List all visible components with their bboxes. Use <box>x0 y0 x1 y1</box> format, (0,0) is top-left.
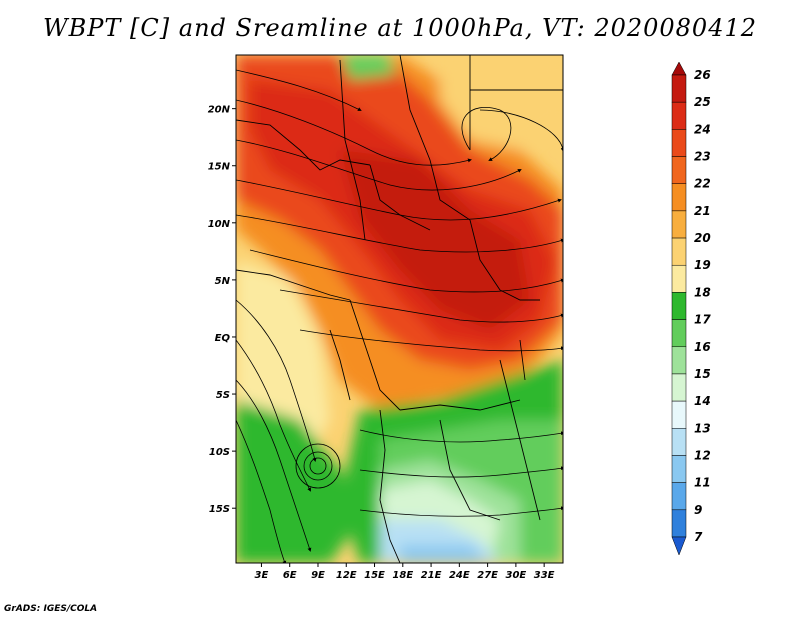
colorbar-label: 24 <box>694 122 711 136</box>
colorbar-label: 11 <box>694 476 711 490</box>
lon-label: 21E <box>421 570 442 581</box>
streamlines <box>236 69 563 563</box>
colorbar-swatch <box>671 536 687 556</box>
lon-label: 9E <box>311 570 325 581</box>
colorbar-label: 19 <box>694 258 711 272</box>
colorbar-swatch <box>671 61 687 76</box>
colorbar-swatch <box>671 129 687 157</box>
colorbar-label: 16 <box>694 340 711 354</box>
wbpt-field <box>236 55 563 563</box>
latitude-axis: 20N 15N 10N 5N EQ 5S 10S 15S <box>208 105 236 515</box>
colorbar-label: 7 <box>694 530 703 544</box>
colorbar-label: 22 <box>694 177 711 191</box>
colorbar-swatch <box>671 210 687 239</box>
colorbar-swatch <box>671 482 687 511</box>
lon-label: 33E <box>534 570 555 581</box>
colorbar-swatch <box>671 319 687 348</box>
colorbar-swatch <box>671 237 687 266</box>
lon-label: 30E <box>506 570 527 581</box>
colorbar-swatch <box>671 346 687 375</box>
colorbar: 26 25 24 23 22 21 20 19 18 17 16 15 14 13 12 11 9 7 <box>671 61 711 556</box>
colorbar-label: 13 <box>694 421 711 435</box>
lat-label: 15N <box>208 162 231 173</box>
colorbar-label: 9 <box>694 503 702 517</box>
colorbar-label: 25 <box>694 95 711 109</box>
grads-credit: GrADS: IGES/COLA <box>4 604 98 614</box>
lon-label: 18E <box>392 570 413 581</box>
lat-label: EQ <box>215 333 231 344</box>
colorbar-swatch <box>671 74 687 103</box>
lat-label: 10N <box>208 219 231 230</box>
lon-label: 6E <box>283 570 297 581</box>
lon-label: 15E <box>364 570 385 581</box>
lon-label: 24E <box>449 570 470 581</box>
colorbar-label: 20 <box>694 231 711 245</box>
colorbar-swatch <box>671 373 687 402</box>
colorbar-swatch <box>671 264 687 293</box>
map-title: WBPT [C] and Sreamline at 1000hPa, VT: 2… <box>42 14 758 42</box>
lat-label: 15S <box>209 504 230 515</box>
map-frame <box>235 54 564 564</box>
colorbar-swatch <box>671 400 687 429</box>
colorbar-swatch <box>671 292 687 320</box>
colorbar-label: 14 <box>694 394 711 408</box>
colorbar-swatch <box>671 428 687 456</box>
lat-label: 10S <box>209 447 230 458</box>
colorbar-label: 12 <box>694 448 711 462</box>
colorbar-label: 23 <box>694 150 711 164</box>
country-borders <box>236 55 563 563</box>
colorbar-swatch <box>671 455 687 483</box>
longitude-axis: 3E 6E 9E 12E 15E 18E 21E 24E 27E 30E 33E <box>255 563 555 581</box>
colorbar-swatch <box>671 509 687 538</box>
colorbar-label: 17 <box>694 313 711 327</box>
lat-label: 5S <box>216 390 230 401</box>
lat-label: 5N <box>215 276 231 287</box>
lon-label: 12E <box>336 570 357 581</box>
lon-label: 3E <box>255 570 269 581</box>
colorbar-label: 15 <box>694 367 711 381</box>
colorbar-label: 21 <box>694 204 711 218</box>
colorbar-swatch <box>671 156 687 184</box>
lat-label: 20N <box>208 105 231 116</box>
colorbar-swatch <box>671 101 687 130</box>
colorbar-label: 18 <box>694 285 711 299</box>
lon-label: 27E <box>477 570 498 581</box>
colorbar-label: 26 <box>694 68 711 82</box>
colorbar-swatch <box>671 183 687 212</box>
